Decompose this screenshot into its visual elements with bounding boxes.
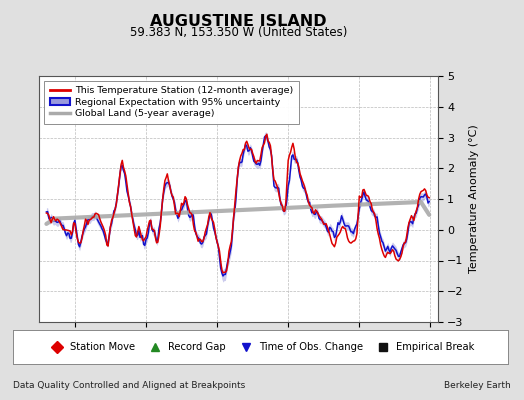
Text: 59.383 N, 153.350 W (United States): 59.383 N, 153.350 W (United States) xyxy=(130,26,347,39)
Legend: This Temperature Station (12-month average), Regional Expectation with 95% uncer: This Temperature Station (12-month avera… xyxy=(44,81,299,124)
Text: AUGUSTINE ISLAND: AUGUSTINE ISLAND xyxy=(150,14,327,29)
Text: Data Quality Controlled and Aligned at Breakpoints: Data Quality Controlled and Aligned at B… xyxy=(13,381,245,390)
Y-axis label: Temperature Anomaly (°C): Temperature Anomaly (°C) xyxy=(470,125,479,273)
Legend: Station Move, Record Gap, Time of Obs. Change, Empirical Break: Station Move, Record Gap, Time of Obs. C… xyxy=(43,338,478,356)
Text: Berkeley Earth: Berkeley Earth xyxy=(444,381,511,390)
